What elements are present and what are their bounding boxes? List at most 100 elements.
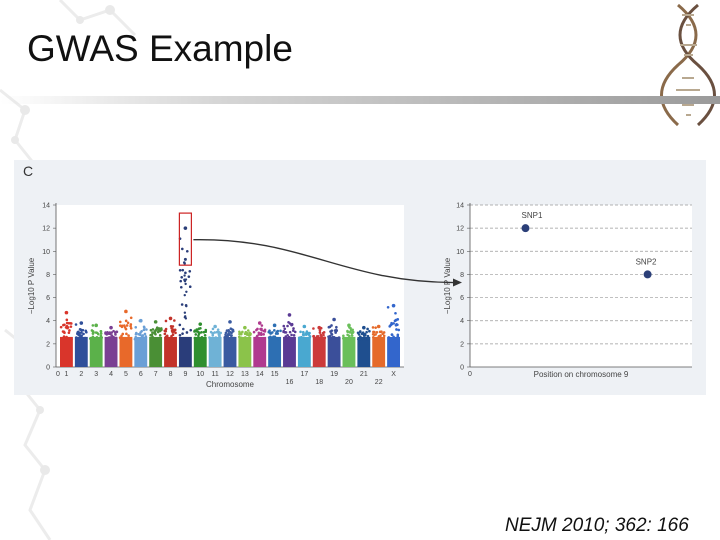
manhattan-y-tick-label: 4 bbox=[46, 318, 50, 325]
snp-point bbox=[163, 332, 167, 336]
snp-point bbox=[346, 333, 349, 337]
snp-point bbox=[292, 334, 296, 337]
snp-point bbox=[165, 334, 169, 338]
chromosome-18-points bbox=[312, 325, 327, 367]
snp-point bbox=[378, 334, 382, 338]
snp-point bbox=[292, 327, 295, 330]
snp-point bbox=[243, 336, 247, 339]
snp-point bbox=[390, 333, 394, 336]
connector-arrow bbox=[193, 239, 455, 284]
snp-point bbox=[395, 328, 398, 331]
snp-point bbox=[394, 318, 398, 322]
chromosome-band bbox=[327, 336, 341, 367]
manhattan-y-tick-label: 6 bbox=[46, 295, 50, 302]
snp-point bbox=[174, 331, 177, 335]
snp-point bbox=[342, 337, 346, 340]
manhattan-y-tick-label: 0 bbox=[46, 365, 50, 372]
snp-point bbox=[232, 336, 236, 340]
snp-point bbox=[387, 336, 391, 339]
snp-point bbox=[209, 330, 213, 334]
snp-point bbox=[312, 334, 316, 338]
peak-snp-point bbox=[347, 323, 351, 328]
manhattan-x-tick-label: 17 bbox=[300, 371, 308, 378]
snp-point bbox=[134, 332, 138, 336]
snp-point bbox=[99, 329, 103, 333]
snp-point bbox=[105, 333, 109, 336]
snp-point bbox=[134, 335, 138, 339]
zoom-y-tick-label: 0 bbox=[460, 365, 464, 372]
manhattan-x-tick-label: 2 bbox=[79, 371, 83, 378]
snp-point bbox=[126, 321, 130, 325]
snp-point bbox=[366, 337, 370, 341]
snp-point bbox=[143, 332, 147, 336]
snp-point bbox=[178, 268, 182, 272]
chromosome-2-points bbox=[74, 321, 88, 367]
manhattan-x-tick-label: X bbox=[391, 371, 396, 378]
snp-point bbox=[164, 329, 168, 333]
snp-point bbox=[100, 336, 104, 339]
snp-point bbox=[218, 332, 221, 336]
snp-point bbox=[225, 329, 229, 332]
snp-point bbox=[202, 337, 206, 341]
snp-point bbox=[218, 335, 221, 339]
gwas-figure: C 0 2 4 6 8 10 12 14 −Log10 P Value Chromosome 0 1 2… bbox=[14, 160, 706, 395]
snp-point bbox=[348, 330, 351, 334]
snp-point bbox=[288, 322, 292, 325]
snp-point bbox=[164, 337, 168, 341]
peak-snp-point bbox=[94, 323, 98, 328]
chromosome-4-points bbox=[104, 325, 119, 367]
snp-point bbox=[179, 285, 183, 289]
chromosome-10-points bbox=[193, 322, 208, 367]
snp-point bbox=[189, 328, 193, 332]
chr9-signal-point bbox=[183, 280, 187, 283]
snp-point bbox=[169, 324, 173, 328]
zoom-y-tick-label: 8 bbox=[460, 272, 464, 279]
snp-point bbox=[158, 334, 162, 337]
zoom-plot-area bbox=[470, 205, 692, 367]
snp-point bbox=[180, 275, 184, 279]
snp-point bbox=[274, 336, 278, 340]
peak-snp-point bbox=[198, 322, 203, 326]
snp-point bbox=[238, 330, 241, 334]
zoom-y-tick-label: 4 bbox=[460, 318, 464, 325]
snp-point bbox=[277, 337, 280, 341]
snp-point bbox=[185, 331, 189, 334]
snp-point bbox=[129, 324, 132, 328]
snp-point bbox=[374, 326, 377, 329]
snp-point bbox=[286, 334, 289, 337]
manhattan-x-tick-label: 7 bbox=[154, 371, 158, 378]
snp-point bbox=[397, 328, 401, 332]
snp-point bbox=[197, 334, 200, 338]
snp-point bbox=[337, 336, 341, 339]
snp-point bbox=[228, 333, 231, 336]
manhattan-x-tick-label-lower: 22 bbox=[375, 379, 383, 386]
snp-label-1: SNP1 bbox=[522, 211, 543, 220]
highlight-box bbox=[178, 212, 192, 266]
manhattan-x-tick-label: 14 bbox=[256, 371, 264, 378]
manhattan-y-tick-label: 14 bbox=[42, 203, 50, 210]
snp-point bbox=[127, 336, 131, 340]
snp-point bbox=[327, 335, 330, 338]
snp-point bbox=[194, 333, 198, 336]
snp-point bbox=[123, 326, 127, 329]
snp-point bbox=[390, 321, 393, 325]
chromosome-band bbox=[283, 336, 296, 367]
snp-point bbox=[62, 336, 66, 340]
chromosome-band bbox=[223, 336, 237, 367]
snp-point bbox=[195, 328, 199, 331]
snp-point bbox=[118, 320, 122, 324]
snp-point bbox=[63, 323, 66, 327]
snp-point bbox=[396, 334, 400, 338]
snp-point bbox=[374, 333, 377, 336]
snp-point bbox=[301, 330, 305, 334]
manhattan-x-tick-label: 15 bbox=[271, 371, 279, 378]
snp-point bbox=[361, 337, 365, 341]
manhattan-y-tick-label: 12 bbox=[42, 226, 50, 233]
manhattan-y-tick-label: 8 bbox=[46, 272, 50, 279]
snp-point bbox=[181, 332, 184, 335]
snp-point bbox=[70, 337, 73, 341]
snp-point bbox=[363, 332, 367, 336]
snp-point bbox=[357, 337, 360, 341]
snp-point bbox=[342, 334, 345, 338]
connector-arrowhead bbox=[453, 278, 462, 287]
